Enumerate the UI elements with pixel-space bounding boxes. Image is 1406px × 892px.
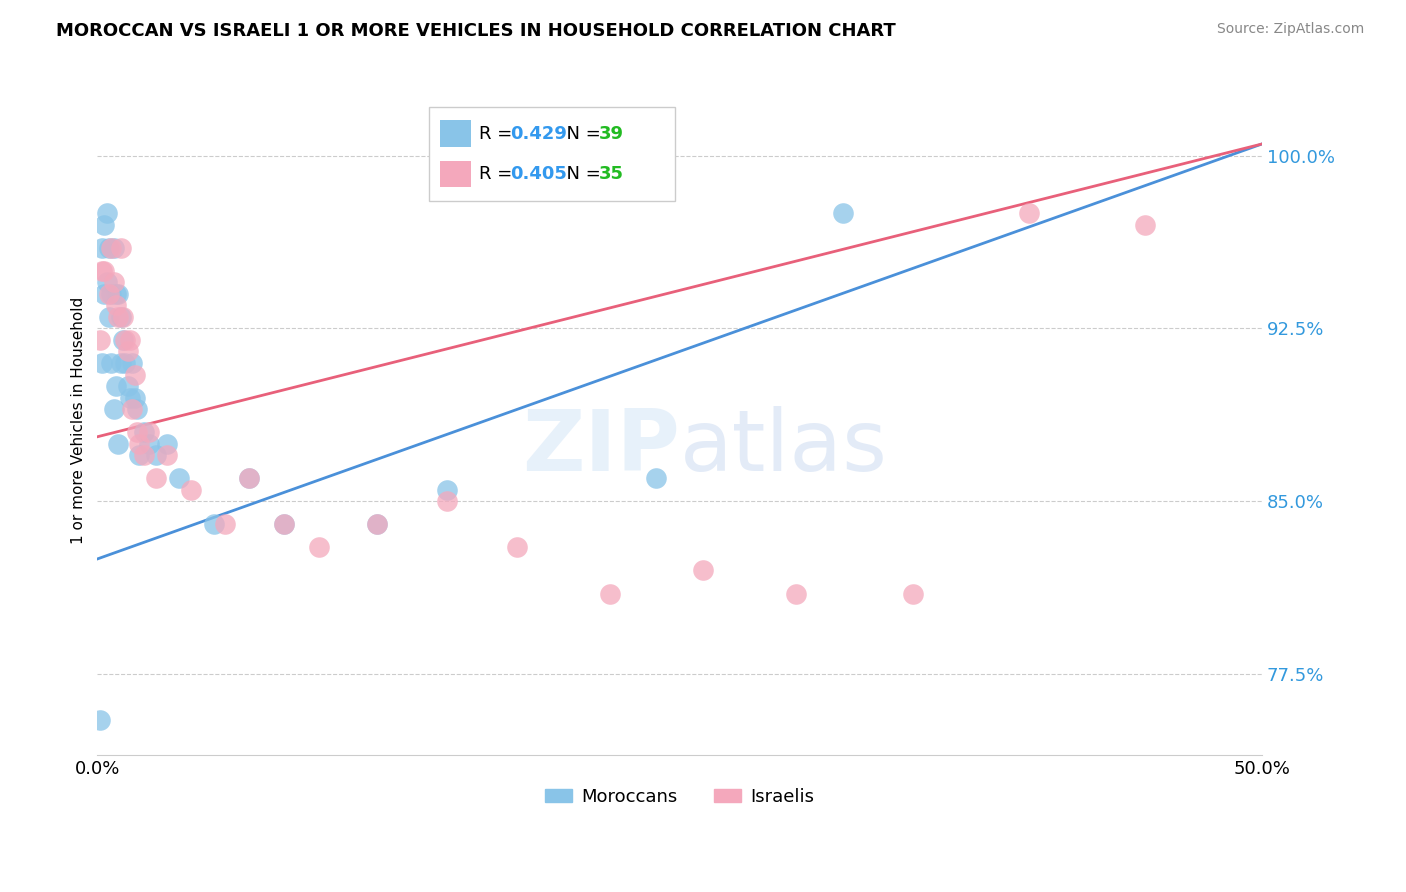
Point [114, 333, 136, 347]
Point [100, 286, 122, 301]
Point [167, 471, 190, 485]
Point [156, 448, 179, 462]
Text: atlas: atlas [679, 406, 887, 489]
Point [96, 206, 118, 220]
Point [111, 333, 134, 347]
Y-axis label: 1 or more Vehicles in Household: 1 or more Vehicles in Household [72, 297, 86, 544]
Point [103, 275, 125, 289]
Text: R =: R = [479, 165, 519, 183]
Point [103, 402, 125, 417]
Point [96, 275, 118, 289]
Point [98, 310, 121, 324]
Point [91, 356, 114, 370]
Point [98, 286, 121, 301]
Point [98, 241, 121, 255]
Point [117, 344, 139, 359]
Point [125, 425, 148, 439]
Point [238, 471, 260, 485]
Point [121, 402, 143, 417]
Point [145, 448, 167, 462]
Point [89, 333, 111, 347]
Point [138, 436, 160, 450]
Point [308, 541, 330, 555]
Point [128, 436, 150, 450]
Point [104, 379, 127, 393]
Text: R =: R = [479, 125, 519, 143]
Point [110, 356, 132, 370]
Point [91, 241, 114, 255]
Text: 35: 35 [599, 165, 624, 183]
Legend: Moroccans, Israelis: Moroccans, Israelis [538, 780, 821, 813]
Point [124, 368, 146, 382]
Point [93, 218, 115, 232]
Text: Source: ZipAtlas.com: Source: ZipAtlas.com [1216, 22, 1364, 37]
Point [89, 714, 111, 728]
Text: N =: N = [555, 125, 607, 143]
Point [93, 286, 115, 301]
Point [436, 494, 458, 508]
Point [100, 241, 122, 255]
Point [118, 333, 141, 347]
Point [202, 517, 225, 532]
Text: MOROCCAN VS ISRAELI 1 OR MORE VEHICLES IN HOUSEHOLD CORRELATION CHART: MOROCCAN VS ISRAELI 1 OR MORE VEHICLES I… [56, 22, 896, 40]
Point [132, 448, 155, 462]
Point [110, 310, 132, 324]
Point [145, 471, 167, 485]
Point [118, 391, 141, 405]
Point [111, 310, 134, 324]
Point [599, 586, 621, 600]
Point [104, 298, 127, 312]
Point [110, 241, 132, 255]
Point [128, 448, 150, 462]
Point [645, 471, 668, 485]
Point [114, 356, 136, 370]
Point [103, 241, 125, 255]
Point [214, 517, 236, 532]
Point [901, 586, 924, 600]
Point [436, 483, 458, 497]
Point [273, 517, 295, 532]
Point [1018, 206, 1040, 220]
Point [1135, 218, 1157, 232]
Point [366, 517, 388, 532]
Point [238, 471, 260, 485]
Point [366, 517, 388, 532]
Point [93, 264, 115, 278]
Text: 39: 39 [599, 125, 624, 143]
Point [692, 564, 714, 578]
Point [117, 379, 139, 393]
Point [124, 391, 146, 405]
Text: 0.405: 0.405 [510, 165, 567, 183]
Point [91, 264, 114, 278]
Text: 0.429: 0.429 [510, 125, 567, 143]
Point [107, 286, 129, 301]
Point [273, 517, 295, 532]
Point [104, 286, 127, 301]
Point [100, 356, 122, 370]
Point [138, 425, 160, 439]
Text: N =: N = [555, 165, 607, 183]
Point [831, 206, 853, 220]
Point [785, 586, 807, 600]
Point [505, 541, 527, 555]
Point [107, 310, 129, 324]
Point [107, 436, 129, 450]
Point [125, 402, 148, 417]
Point [132, 425, 155, 439]
Point [180, 483, 202, 497]
Text: ZIP: ZIP [522, 406, 679, 489]
Point [156, 436, 179, 450]
Point [121, 356, 143, 370]
